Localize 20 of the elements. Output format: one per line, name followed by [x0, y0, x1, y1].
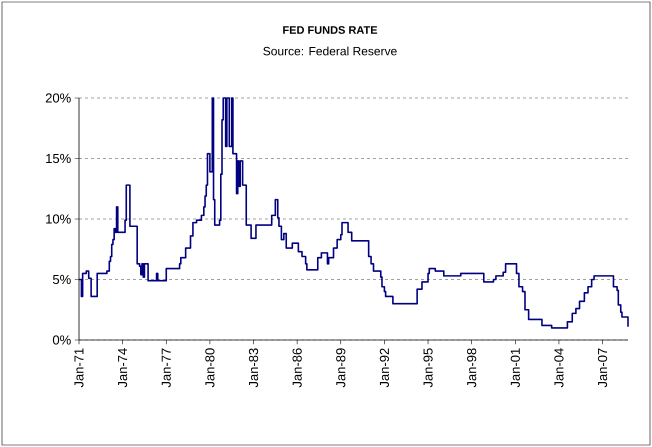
y-tick-label: 10%: [46, 214, 71, 224]
y-tick-label: 5%: [52, 274, 71, 284]
x-tick-label: Jan-74: [118, 348, 128, 388]
x-tick-label: Jan-77: [162, 348, 171, 388]
y-tick-label: 20%: [46, 93, 71, 103]
x-tick-label: Jan-71: [74, 348, 84, 388]
y-tick-label: 15%: [46, 154, 71, 164]
x-tick-label: Jan-07: [598, 348, 608, 388]
x-tick-label: Jan-01: [510, 348, 520, 388]
x-tick-label: Jan-04: [554, 348, 564, 388]
x-tick-label: Jan-89: [336, 348, 346, 388]
x-tick-label: Jan-92: [380, 348, 390, 388]
x-tick-label: Jan-98: [467, 348, 476, 388]
chart-subtitle: Source: Federal Reserve: [263, 46, 397, 56]
y-tick-label: 0%: [52, 335, 71, 345]
x-tick-label: Jan-95: [423, 348, 433, 388]
x-tick-label: Jan-83: [248, 348, 258, 388]
x-tick-label: Jan-80: [205, 348, 214, 388]
chart-title: FED FUNDS RATE: [283, 26, 378, 34]
x-tick-label: Jan-86: [292, 348, 302, 388]
